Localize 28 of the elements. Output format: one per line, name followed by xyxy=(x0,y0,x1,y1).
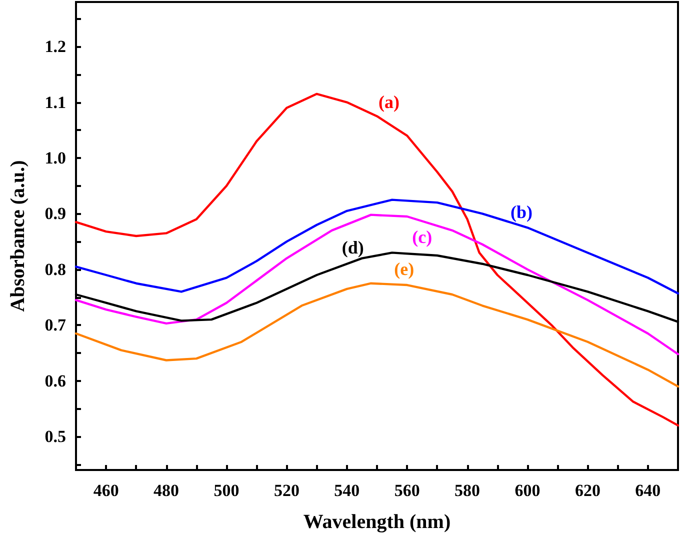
x-tick-label: 500 xyxy=(214,481,240,500)
line-series xyxy=(74,198,680,294)
y-tick-label: 0.8 xyxy=(44,260,66,279)
y-tick-label: 1.2 xyxy=(44,37,66,56)
line-series xyxy=(74,92,680,427)
line-series xyxy=(74,282,680,388)
series-label: (c) xyxy=(412,227,432,248)
x-tick-label: 640 xyxy=(635,481,661,500)
y-tick-label: 1.1 xyxy=(44,92,66,112)
x-tick-label: 540 xyxy=(334,481,360,500)
y-tick-label: 0.6 xyxy=(44,371,66,390)
y-tick-label: 0.5 xyxy=(44,427,66,446)
series-label: (d) xyxy=(342,238,364,258)
series-label: (e) xyxy=(394,258,414,279)
x-tick-label: 520 xyxy=(274,481,300,500)
series-label: (b) xyxy=(510,202,532,222)
x-tick-label: 480 xyxy=(154,481,180,500)
y-tick-label: 0.7 xyxy=(44,316,66,335)
x-tick-label: 560 xyxy=(394,481,420,500)
y-axis-title: Absorbance (a.u.) xyxy=(7,160,29,312)
x-tick-label: 580 xyxy=(454,481,480,500)
x-tick-label: 620 xyxy=(574,481,600,500)
series-label: (a) xyxy=(378,92,400,112)
x-tick-label: 600 xyxy=(514,481,540,500)
y-tick-label: 0.9 xyxy=(44,204,66,224)
x-axis-title: Wavelength (nm) xyxy=(303,511,451,533)
x-tick-label: 460 xyxy=(93,481,119,500)
y-tick-label: 1.0 xyxy=(44,148,66,168)
